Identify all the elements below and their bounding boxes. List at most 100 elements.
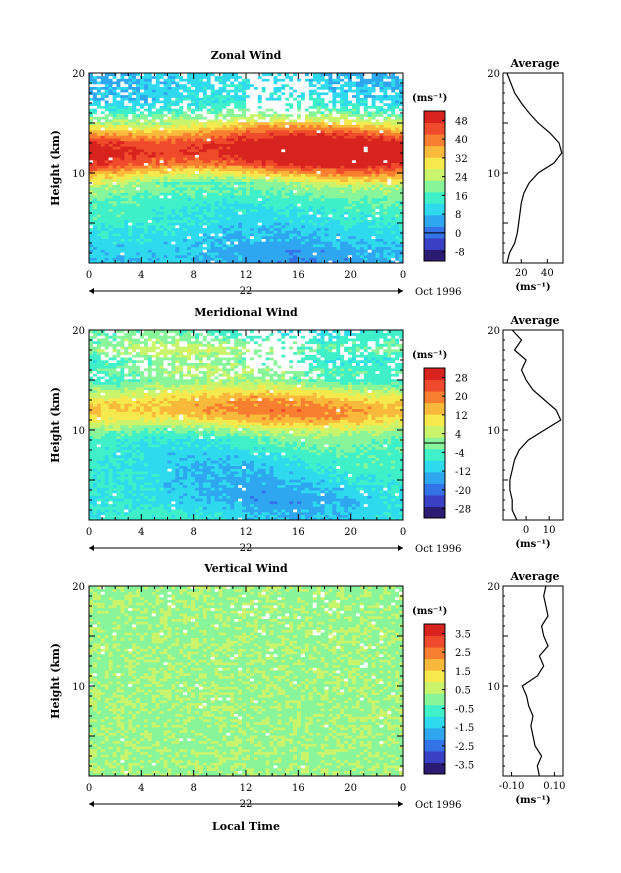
heatmap-cell (238, 246, 243, 250)
heatmap-cell (324, 105, 329, 109)
heatmap-cell (367, 149, 373, 153)
heatmap-cell (136, 197, 141, 201)
heatmap-cell (238, 116, 243, 120)
heatmap-cell (218, 249, 223, 253)
heatmap-cell (230, 208, 235, 212)
heatmap-cell (128, 252, 133, 256)
heatmap-cell (159, 252, 164, 256)
heatmap-cell (359, 244, 365, 248)
heatmap-cell (265, 178, 270, 182)
heatmap-cell (120, 124, 125, 128)
heatmap-cell (261, 168, 267, 172)
heatmap-cell (395, 178, 400, 182)
heatmap-cell (230, 173, 235, 177)
heatmap-cell (183, 233, 188, 237)
heatmap-cell (379, 244, 384, 248)
heatmap-cell (336, 154, 341, 158)
heatmap-cell (320, 195, 325, 199)
heatmap-cell (202, 219, 208, 223)
heatmap-cell (159, 97, 164, 101)
heatmap-cell (124, 119, 129, 123)
heatmap-cell (132, 195, 137, 199)
heatmap-cell (273, 143, 278, 147)
heatmap-cell (348, 176, 353, 180)
heatmap-cell (355, 124, 361, 128)
heatmap-cell (136, 216, 141, 220)
heatmap-cell (179, 208, 184, 212)
heatmap-cell (371, 149, 376, 153)
heatmap-cell (100, 170, 106, 174)
heatmap-cell (312, 146, 318, 150)
heatmap-cell (198, 102, 204, 106)
heatmap-cell (194, 225, 200, 229)
heatmap-cell (363, 187, 369, 191)
heatmap-cell (222, 102, 227, 106)
heatmap-cell (234, 100, 239, 104)
heatmap-cell (297, 254, 302, 258)
heatmap-cell (351, 165, 357, 169)
heatmap-cell (163, 200, 168, 204)
heatmap-cell (281, 149, 286, 153)
heatmap-cell (300, 192, 306, 196)
heatmap-cell (155, 195, 161, 199)
heatmap-cell (147, 127, 153, 131)
heatmap-cell (246, 149, 251, 153)
heatmap-cell (140, 233, 145, 237)
heatmap-cell (222, 165, 227, 169)
heatmap-cell (285, 238, 290, 242)
heatmap-cell (155, 143, 161, 147)
heatmap-cell (351, 102, 357, 106)
heatmap-cell (359, 260, 365, 264)
heatmap-cell (179, 246, 184, 250)
heatmap-cell (304, 187, 310, 191)
heatmap-cell (375, 124, 380, 128)
heatmap-cell (116, 260, 121, 264)
heatmap-cell (246, 165, 251, 169)
heatmap-cell (340, 140, 345, 144)
heatmap-cell (112, 238, 117, 242)
heatmap-cell (112, 222, 117, 226)
heatmap-cell (253, 173, 259, 177)
heatmap-cell (191, 200, 196, 204)
heatmap-cell (359, 146, 365, 150)
heatmap-cell (293, 203, 298, 207)
heatmap-cell (277, 111, 282, 115)
heatmap-cell (261, 143, 267, 147)
heatmap-cell (96, 149, 102, 153)
heatmap-cell (183, 216, 188, 220)
heatmap-cell (257, 168, 263, 172)
heatmap-cell (202, 135, 208, 139)
heatmap-cell (136, 184, 141, 188)
heatmap-cell (136, 173, 141, 177)
heatmap-cell (218, 168, 223, 172)
heatmap-cell (202, 181, 208, 185)
heatmap-cell (143, 249, 149, 253)
heatmap-cell (328, 130, 333, 134)
heatmap-cell (140, 102, 145, 106)
heatmap-cell (249, 208, 255, 212)
heatmap-cell (120, 189, 125, 193)
heatmap-cell (202, 97, 208, 101)
heatmap-cell (355, 173, 361, 177)
heatmap-cell (344, 206, 349, 210)
heatmap-cell (116, 92, 121, 96)
heatmap-cell (155, 222, 161, 226)
heatmap-cell (359, 116, 365, 120)
heatmap-cell (304, 146, 310, 150)
heatmap-cell (304, 222, 310, 226)
heatmap-cell (92, 149, 98, 153)
heatmap-cell (253, 197, 259, 201)
heatmap-cell (171, 181, 176, 185)
heatmap-cell (108, 138, 113, 142)
heatmap-cell (191, 102, 196, 106)
heatmap-cell (108, 100, 113, 104)
heatmap-cell (249, 238, 255, 242)
heatmap-cell (100, 143, 106, 147)
heatmap-cell (89, 92, 94, 96)
heatmap-cell (163, 219, 168, 223)
heatmap-cell (316, 260, 321, 264)
heatmap-cell (202, 127, 208, 131)
heatmap-cell (136, 254, 141, 258)
heatmap-cell (261, 173, 267, 177)
heatmap-cell (316, 241, 321, 245)
